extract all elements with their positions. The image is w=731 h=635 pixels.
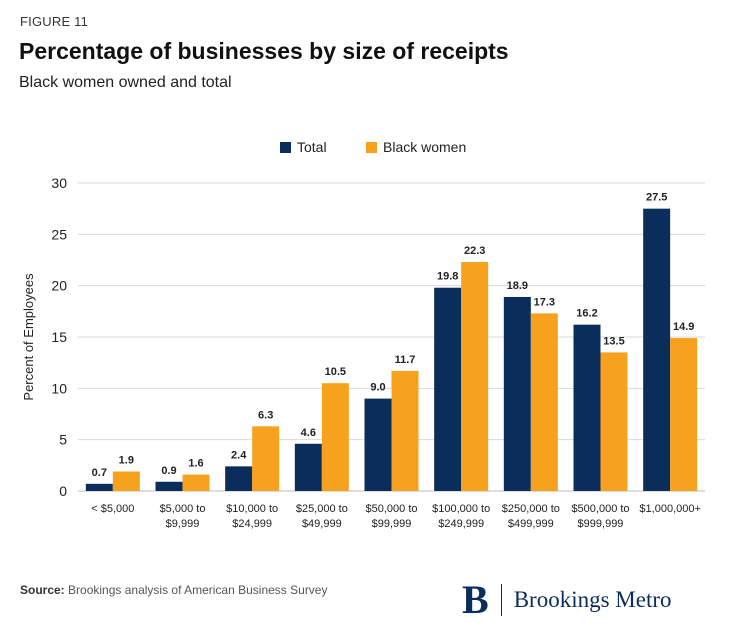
x-tick-label: $50,000 to — [366, 503, 418, 515]
bar-total — [503, 296, 531, 491]
bar-total — [155, 481, 183, 491]
bar-black-women — [112, 471, 140, 491]
x-tick-label: < $5,000 — [91, 503, 134, 515]
x-tick-label: $499,999 — [508, 518, 554, 530]
x-tick-label: $24,999 — [232, 518, 272, 530]
x-tick-label: $9,999 — [166, 518, 200, 530]
x-tick-label: $49,999 — [302, 518, 342, 530]
bar-black-women — [321, 383, 349, 491]
y-tick-label: 0 — [59, 483, 67, 499]
bar-total — [364, 398, 392, 491]
y-tick-label: 15 — [51, 329, 67, 345]
data-label: 0.7 — [92, 467, 107, 479]
x-tick-label: $500,000 to — [571, 503, 629, 515]
legend-total-swatch — [280, 142, 291, 153]
bar-black-women — [670, 338, 698, 491]
logo-divider — [500, 584, 502, 616]
data-label: 11.7 — [395, 354, 416, 366]
source-text: Brookings analysis of American Business … — [68, 583, 328, 597]
data-label: 27.5 — [646, 192, 667, 204]
data-label: 0.9 — [161, 465, 176, 477]
bar-black-women — [461, 262, 489, 491]
bar-black-women — [530, 313, 558, 491]
data-label: 16.2 — [576, 308, 597, 320]
chart-title: Percentage of businesses by size of rece… — [19, 38, 509, 64]
data-label: 4.6 — [301, 427, 316, 439]
y-tick-label: 20 — [51, 278, 67, 294]
data-label: 13.5 — [603, 335, 624, 347]
data-label: 17.3 — [534, 296, 555, 308]
x-tick-label: $99,999 — [372, 518, 412, 530]
data-label: 9.0 — [370, 382, 385, 394]
data-label: 2.4 — [231, 449, 247, 461]
y-tick-label: 30 — [51, 175, 67, 191]
legend-black-women-label: Black women — [383, 139, 466, 155]
bar-black-women — [182, 474, 210, 491]
source-note: Source: Brookings analysis of American B… — [20, 583, 327, 597]
legend-black-women-swatch — [366, 142, 377, 153]
brookings-metro-logo: B Brookings Metro — [462, 578, 672, 622]
logo-mark: B — [462, 577, 489, 622]
logo-text: Brookings Metro — [513, 587, 672, 612]
data-label: 6.3 — [258, 409, 273, 421]
bar-total — [643, 208, 671, 491]
data-label: 14.9 — [673, 321, 694, 333]
x-tick-label: $249,999 — [438, 518, 484, 530]
x-tick-label: $250,000 to — [502, 503, 560, 515]
bar-chart: 0 5 10 15 20 25 30 Percent of Employees 0.7 1.9 < … — [21, 139, 705, 530]
bar-total — [573, 324, 601, 491]
figure-label: FIGURE 11 — [20, 14, 89, 29]
bar-total — [85, 483, 113, 491]
data-label: 18.9 — [507, 280, 528, 292]
x-tick-label: $10,000 to — [226, 503, 278, 515]
x-tick-label: $5,000 to — [160, 503, 206, 515]
bar-total — [294, 443, 322, 491]
data-label: 1.9 — [119, 454, 134, 466]
x-tick-label: $100,000 to — [432, 503, 490, 515]
y-tick-label: 5 — [59, 432, 67, 448]
bar-total — [225, 466, 253, 491]
data-label: 19.8 — [437, 271, 458, 283]
legend-total-label: Total — [297, 139, 327, 155]
chart-subtitle: Black women owned and total — [19, 74, 232, 91]
data-label: 1.6 — [188, 458, 203, 470]
x-tick-label: $999,999 — [578, 518, 624, 530]
x-tick-label: $25,000 to — [296, 503, 348, 515]
data-label: 10.5 — [325, 366, 346, 378]
y-tick-label: 25 — [51, 226, 67, 242]
data-label: 22.3 — [464, 245, 485, 257]
y-axis-label: Percent of Employees — [21, 273, 36, 401]
y-tick-label: 10 — [51, 380, 67, 396]
bar-black-women — [391, 370, 419, 491]
bar-black-women — [252, 426, 280, 491]
source-label: Source: — [20, 583, 65, 597]
bar-total — [434, 287, 462, 491]
bar-black-women — [600, 352, 628, 491]
x-tick-label: $1,000,000+ — [639, 503, 700, 515]
